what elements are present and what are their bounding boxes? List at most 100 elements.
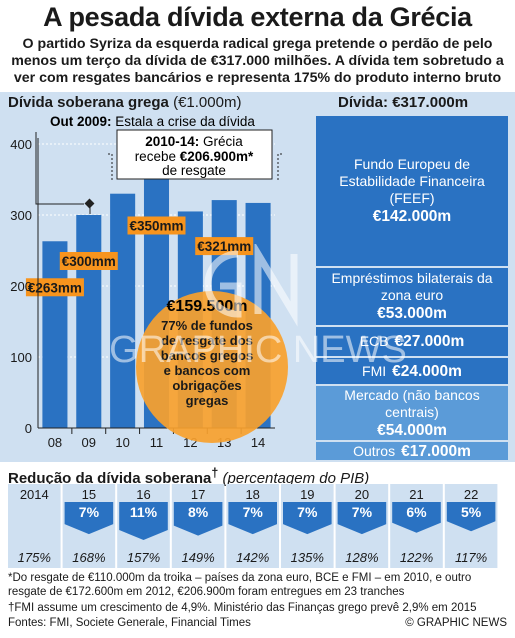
reduction-column-18: 18 7% 142% bbox=[226, 484, 279, 568]
bar-chart: €263mm€300mm€350mm€321mm 08 09 10 11 12 13 14 … bbox=[10, 114, 288, 450]
x-tick-label: 08 bbox=[48, 435, 62, 450]
reduction-year: 16 bbox=[136, 487, 150, 502]
debt-pct-value: 157% bbox=[127, 550, 160, 565]
reduction-value: 6% bbox=[406, 504, 427, 520]
bar-08 bbox=[42, 241, 68, 428]
segment-ecb-value: €27.000m bbox=[394, 333, 465, 350]
debt-total-value: €317.000m bbox=[392, 94, 469, 111]
reduction-value: 5% bbox=[461, 504, 482, 520]
segment-bilateral-name: Empréstimos bilaterais da zona euro bbox=[331, 270, 493, 303]
debt-pct-value: 117% bbox=[455, 550, 487, 565]
segment-ecb-name: ECB bbox=[359, 333, 389, 349]
reduction-column-20: 20 7% 128% bbox=[335, 484, 389, 568]
reduction-arrow bbox=[64, 502, 114, 535]
rescue-callout-box bbox=[116, 129, 273, 180]
debt-total-label: Dívida: €317.000m bbox=[338, 94, 469, 111]
reduction-value: 7% bbox=[352, 504, 373, 520]
y-tick-label: 400 bbox=[10, 137, 32, 152]
debt-pct-value: 149% bbox=[181, 550, 214, 565]
reduction-arrow bbox=[173, 502, 223, 536]
reduction-arrow bbox=[119, 502, 168, 540]
footnote-rescue: *Do resgate de €110.000m da troika – paí… bbox=[8, 572, 472, 598]
reduction-year: 20 bbox=[355, 487, 369, 502]
circle-text-line: obrigações bbox=[172, 378, 241, 393]
segment-feef: Fundo Europeu de Estabilidade Financeira… bbox=[316, 116, 508, 266]
reduction-value: 7% bbox=[243, 504, 264, 520]
segment-bilateral-value: €53.000m bbox=[377, 305, 447, 322]
circle-text-line: 77% de fundos bbox=[161, 318, 253, 333]
reduction-table: 2014175%157%168%1611%157%178%149%187%142… bbox=[8, 484, 498, 568]
reduction-column-2014: 2014 175% bbox=[8, 484, 61, 568]
bar-chart-title: Dívida soberana grega (€1.000m) bbox=[8, 94, 242, 111]
reduction-arrow bbox=[283, 502, 332, 535]
reduction-year: 15 bbox=[82, 487, 96, 502]
bar-value-label: €350mm bbox=[127, 216, 186, 235]
rescue-callout-line2: recebe €206.900m* bbox=[135, 149, 254, 164]
reduction-year: 18 bbox=[245, 487, 259, 502]
circle-text-line: gregas bbox=[186, 393, 229, 408]
segment-others: Outros €17.000m bbox=[316, 442, 508, 460]
segment-imf-name: FMI bbox=[362, 362, 387, 379]
footnote-imf: †FMI assume um crescimento de 4,9%. Mini… bbox=[8, 602, 477, 614]
reduction-arrow bbox=[392, 502, 441, 533]
segment-market: Mercado (não bancos centrais) €54.000m bbox=[316, 386, 508, 440]
rescue-callout-line1: 2010-14: Grécia bbox=[145, 134, 243, 149]
x-tick-label: 10 bbox=[115, 435, 129, 450]
reduction-year: 22 bbox=[464, 487, 478, 502]
reduction-subtitle: (percentagem do PIB) bbox=[222, 470, 370, 487]
page-title: A pesada dívida externa da Grécia bbox=[43, 2, 472, 32]
segment-market-value: €54.000m bbox=[377, 421, 447, 439]
debt-pct-value: 135% bbox=[291, 550, 324, 565]
reduction-column-16: 16 11% 157% bbox=[117, 484, 170, 568]
reduction-value: 8% bbox=[188, 504, 209, 520]
debt-pct-value: 128% bbox=[345, 550, 378, 565]
circle-amount: €159.500m bbox=[167, 298, 248, 315]
segment-others-name: Outros bbox=[353, 442, 396, 459]
svg-text:€350mm: €350mm bbox=[129, 219, 183, 234]
reduction-year: 21 bbox=[409, 487, 423, 502]
segment-feef-name: Fundo Europeu de Estabilidade Financeira… bbox=[339, 156, 485, 206]
debt-pct-value: 175% bbox=[18, 550, 51, 565]
y-tick-label: 100 bbox=[10, 350, 32, 365]
svg-text:€263mm: €263mm bbox=[28, 280, 82, 295]
rescue-callout-line3: de resgate bbox=[162, 163, 226, 178]
reduction-column-21: 21 6% 122% bbox=[390, 484, 443, 568]
reduction-arrow bbox=[337, 502, 387, 535]
x-tick-label: 09 bbox=[82, 435, 96, 450]
bar-value-label: €300mm bbox=[59, 252, 118, 270]
debt-pct-value: 122% bbox=[400, 550, 433, 565]
bar-value-label: €321mm bbox=[195, 237, 254, 256]
y-tick-label: 0 bbox=[25, 421, 32, 436]
circle-text-line: de resgate dos bbox=[161, 333, 253, 348]
debt-pct-value: 142% bbox=[236, 550, 269, 565]
segment-imf: FMI €24.000m bbox=[316, 358, 508, 384]
page-subtitle: O partido Syriza da esquerda radical gre… bbox=[11, 36, 504, 86]
segment-imf-value: €24.000m bbox=[392, 362, 462, 380]
bar-value-label: €263mm bbox=[25, 278, 84, 297]
circle-text-line: e bancos com bbox=[164, 363, 251, 378]
reduction-column-19: 19 7% 135% bbox=[281, 484, 334, 568]
y-tick-label: 200 bbox=[10, 279, 32, 294]
debt-pct-value: 168% bbox=[72, 550, 105, 565]
svg-text:€321mm: €321mm bbox=[197, 239, 251, 254]
segment-feef-value: €142.000m bbox=[372, 208, 452, 225]
out2009-annotation: Out 2009: Estala a crise da dívida bbox=[50, 114, 255, 129]
reduction-value: 7% bbox=[297, 504, 318, 520]
reduction-value: 7% bbox=[79, 504, 100, 520]
segment-bilateral: Empréstimos bilaterais da zona euro €53.0… bbox=[316, 268, 508, 325]
circle-text-line: bancos gregos bbox=[161, 348, 253, 363]
reduction-title: Redução da dívida soberana† (percentagem… bbox=[8, 466, 370, 487]
segment-market-name: Mercado (não bancos centrais) bbox=[344, 386, 480, 420]
y-tick-label: 300 bbox=[10, 208, 32, 223]
x-tick-label: 11 bbox=[150, 435, 164, 450]
credit-line: © GRAPHIC NEWS bbox=[405, 617, 507, 629]
reduction-year: 2014 bbox=[20, 487, 49, 502]
reduction-year: 19 bbox=[300, 487, 314, 502]
segment-others-value: €17.000m bbox=[401, 442, 471, 460]
bar-chart-unit: (€1.000m) bbox=[173, 94, 242, 111]
segment-ecb: ECB €27.000m bbox=[316, 327, 508, 356]
reduction-column-22: 22 5% 117% bbox=[444, 484, 498, 568]
reduction-value: 11% bbox=[130, 504, 158, 520]
reduction-column-15: 15 7% 168% bbox=[62, 484, 116, 568]
svg-text:€300mm: €300mm bbox=[62, 254, 116, 269]
